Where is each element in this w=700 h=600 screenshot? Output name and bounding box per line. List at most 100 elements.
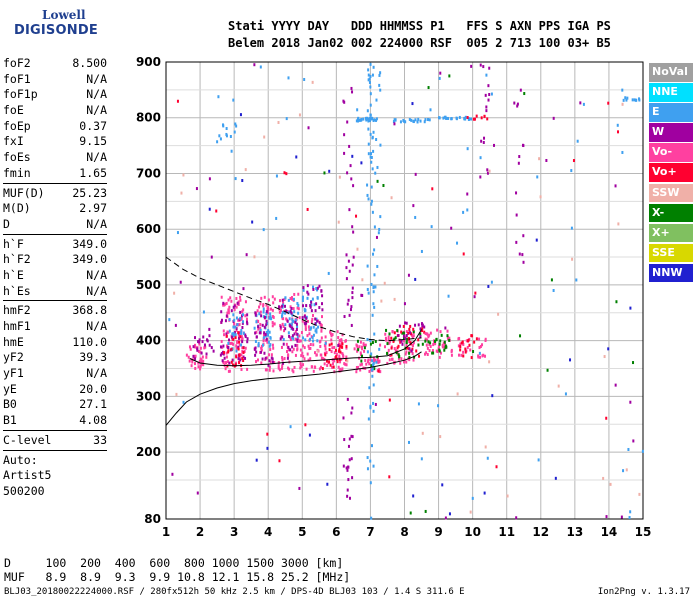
echo-point (419, 334, 422, 338)
echo-point (349, 308, 352, 312)
param-value: 110.0 (72, 334, 107, 349)
echo-point (359, 353, 362, 357)
echo-point (205, 355, 208, 359)
echo-point (366, 287, 369, 291)
param-row: h`F2 349.0 (3, 252, 107, 268)
param-label: B1 (3, 413, 17, 428)
echo-point (262, 310, 265, 314)
echo-point (362, 117, 365, 121)
echo-point (420, 457, 423, 461)
echo-point (296, 306, 299, 310)
echo-point (235, 328, 238, 332)
echo-point (262, 315, 265, 319)
echo-point (316, 349, 319, 353)
echo-point (396, 329, 399, 333)
echo-point (271, 308, 274, 312)
echo-point (234, 177, 237, 181)
echo-point (242, 359, 245, 363)
echo-point (289, 305, 292, 309)
echo-point (227, 341, 230, 345)
echo-point (374, 358, 377, 362)
echo-point (219, 137, 222, 141)
echo-point (405, 330, 408, 334)
echo-point (483, 114, 486, 118)
echo-point (318, 367, 321, 371)
echo-point (447, 337, 450, 341)
echo-point (306, 296, 309, 300)
echo-point (243, 349, 246, 353)
echo-point (515, 191, 518, 195)
echo-point (233, 331, 236, 335)
echo-point (242, 308, 245, 312)
echo-point (345, 363, 348, 367)
echo-point (438, 348, 441, 352)
echo-point (331, 365, 334, 369)
echo-point (384, 332, 387, 336)
echo-point (347, 444, 350, 448)
echo-point (345, 344, 348, 348)
echo-point (445, 116, 448, 120)
echo-point (350, 411, 353, 415)
echo-point (393, 122, 396, 126)
echo-point (239, 295, 242, 299)
echo-point (379, 370, 382, 374)
echo-point (391, 330, 394, 334)
echo-point (290, 296, 293, 300)
param-row: B1 4.08 (3, 413, 107, 429)
echo-point (282, 342, 285, 346)
file-info: BLJ03_20180022224000.RSF / 280fx512h 50 … (4, 587, 465, 597)
echo-point (464, 117, 467, 121)
echo-point (265, 303, 268, 307)
echo-point (312, 369, 315, 373)
echo-point (412, 327, 415, 331)
echo-point (224, 319, 227, 323)
echo-point (348, 496, 351, 500)
echo-point (265, 312, 268, 316)
echo-point (465, 339, 468, 343)
y-tick-label: 200 (136, 445, 161, 459)
echo-point (605, 416, 608, 420)
echo-point (389, 354, 392, 358)
echo-point (345, 355, 348, 359)
echo-point (367, 417, 370, 421)
echo-point (474, 291, 477, 295)
echo-point (407, 440, 410, 444)
echo-point (287, 354, 290, 358)
echo-point (281, 298, 284, 302)
echo-point (439, 330, 442, 334)
echo-point (394, 349, 397, 353)
echo-point (227, 311, 230, 315)
echo-point (331, 333, 334, 337)
echo-point (256, 358, 259, 362)
param-divider (3, 429, 107, 431)
echo-point (197, 361, 200, 365)
echo-point (428, 349, 431, 353)
echo-point (372, 130, 375, 134)
echo-point (370, 116, 373, 120)
echo-point (403, 302, 406, 306)
echo-point (431, 349, 434, 353)
echo-point (282, 317, 285, 321)
echo-point (287, 331, 290, 335)
echo-point (388, 475, 391, 479)
echo-point (371, 135, 374, 139)
echo-point (428, 118, 431, 122)
echo-point (198, 342, 201, 346)
echo-point (408, 327, 411, 331)
echo-point (466, 147, 469, 151)
echo-point (371, 210, 374, 214)
echo-point (301, 319, 304, 323)
echo-point (335, 352, 338, 356)
echo-point (253, 63, 256, 67)
echo-point (319, 344, 322, 348)
echo-point (372, 383, 375, 387)
echo-point (245, 253, 248, 257)
echo-point (459, 342, 462, 346)
echo-point (302, 295, 305, 299)
param-value: N/A (86, 216, 107, 231)
echo-point (569, 358, 572, 362)
echo-point (349, 164, 352, 168)
echo-point (222, 123, 225, 127)
echo-point (271, 324, 274, 328)
echo-point (259, 328, 262, 332)
